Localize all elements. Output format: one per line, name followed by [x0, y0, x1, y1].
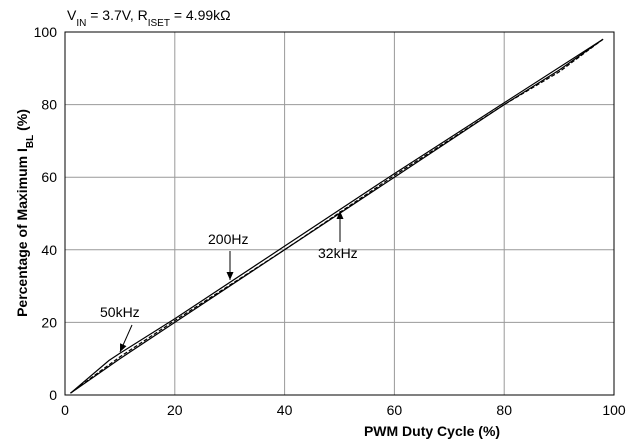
x-tick-label: 100	[602, 402, 626, 418]
series-annotation: 200Hz	[208, 231, 248, 247]
arrow-head	[226, 272, 234, 280]
arrow-head	[120, 343, 127, 352]
series-annotation: 50kHz	[100, 304, 140, 320]
text-part: Percentage of Maximum I	[14, 148, 30, 317]
x-axis-label: PWM Duty Cycle (%)	[364, 423, 500, 439]
y-tick-label: 80	[41, 97, 57, 113]
y-tick-label: 100	[34, 24, 58, 40]
y-tick-label: 0	[49, 387, 57, 403]
series-line	[70, 38, 604, 394]
y-tick-label: 60	[41, 169, 57, 185]
x-tick-label: 40	[277, 402, 293, 418]
x-tick-label: 60	[387, 402, 403, 418]
x-tick-label: 0	[61, 402, 69, 418]
text-part: = 4.99kΩ	[170, 7, 231, 23]
text-part: BL	[25, 135, 36, 148]
text-part: ISET	[148, 18, 170, 29]
series-line	[70, 38, 604, 394]
chart-title: VIN = 3.7V, RISET = 4.99kΩ	[67, 7, 231, 29]
text-part: V	[67, 7, 77, 23]
text-part: = 3.7V, R	[86, 7, 147, 23]
series-line	[70, 38, 604, 394]
y-tick-label: 40	[41, 242, 57, 258]
x-tick-label: 80	[496, 402, 512, 418]
y-tick-label: 20	[41, 314, 57, 330]
x-tick-label: 20	[167, 402, 183, 418]
plot-frame	[64, 31, 615, 396]
arrow-head	[336, 211, 344, 219]
y-axis-label: Percentage of Maximum IBL (%)	[14, 109, 36, 317]
text-part: (%)	[14, 109, 30, 135]
series-annotation: 32kHz	[318, 245, 358, 261]
text-part: IN	[76, 18, 86, 29]
